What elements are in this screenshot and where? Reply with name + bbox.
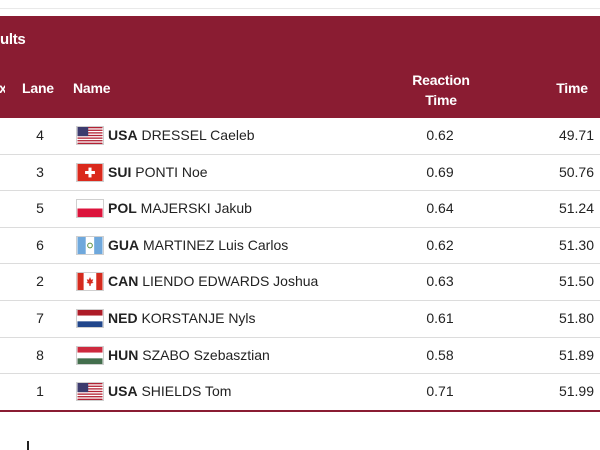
athlete-name[interactable]: CAN LIENDO EDWARDS Joshua <box>108 264 318 299</box>
column-header-reaction-line1: Reaction <box>412 72 470 88</box>
results-table-body: 4 USA DRESSEL Caeleb 0.62 49.71 3 <box>0 118 600 412</box>
athlete-name[interactable]: HUN SZABO Szebasztian <box>108 338 270 373</box>
reaction-time: 0.64 <box>426 200 454 217</box>
column-header-time: Time <box>556 80 588 96</box>
column-header-reaction-line2: Time <box>425 92 457 108</box>
race-time: 51.50 <box>558 273 594 290</box>
race-time: 51.30 <box>558 236 594 253</box>
country-code: HUN <box>108 346 139 363</box>
lane-number: 5 <box>36 200 44 217</box>
race-time: 49.71 <box>558 127 594 143</box>
text-cursor-fragment <box>27 441 29 450</box>
column-header-lane: Lane <box>22 80 54 96</box>
column-header-reaction-time: Reaction Time <box>401 70 481 110</box>
table-row[interactable]: 5 POL MAJERSKI Jakub 0.64 51.24 <box>0 191 600 228</box>
lane-number: 7 <box>36 309 44 326</box>
athlete-full-name: DRESSEL Caeleb <box>141 127 255 143</box>
guatemala-flag-icon <box>76 235 104 255</box>
athlete-full-name: LIENDO EDWARDS Joshua <box>142 273 319 290</box>
country-code: USA <box>108 383 138 400</box>
race-time: 51.99 <box>558 383 594 400</box>
table-row[interactable]: 7 NED KORSTANJE Nyls 0.61 51.80 <box>0 301 600 338</box>
athlete-name[interactable]: NED KORSTANJE Nyls <box>108 301 256 336</box>
athlete-full-name: KORSTANJE Nyls <box>141 309 256 326</box>
table-row[interactable]: 6 GUA MARTINEZ Luis Carlos 0.62 51.30 <box>0 228 600 265</box>
lane-number: 3 <box>36 163 44 180</box>
country-code: SUI <box>108 163 132 180</box>
reaction-time: 0.63 <box>426 273 454 290</box>
lane-number: 4 <box>36 127 44 143</box>
athlete-full-name: MAJERSKI Jakub <box>140 200 252 217</box>
page-top-divider <box>0 0 600 9</box>
reaction-time: 0.69 <box>426 163 454 180</box>
athlete-name[interactable]: SUI PONTI Noe <box>108 155 208 190</box>
lane-number: 6 <box>36 236 44 253</box>
country-code: USA <box>108 127 138 143</box>
usa-flag-icon <box>76 126 104 145</box>
reaction-time: 0.58 <box>426 346 454 363</box>
race-time: 51.80 <box>558 309 594 326</box>
canada-flag-icon <box>76 272 104 292</box>
lane-number: 2 <box>36 273 44 290</box>
reaction-time: 0.61 <box>426 309 454 326</box>
poland-flag-icon <box>76 199 104 219</box>
race-time: 51.24 <box>558 200 594 217</box>
country-code: CAN <box>108 273 139 290</box>
table-row[interactable]: 4 USA DRESSEL Caeleb 0.62 49.71 <box>0 118 600 155</box>
country-code: POL <box>108 200 137 217</box>
lane-number: 8 <box>36 346 44 363</box>
reaction-time: 0.62 <box>426 127 454 143</box>
athlete-name[interactable]: USA SHIELDS Tom <box>108 374 231 409</box>
athlete-name[interactable]: GUA MARTINEZ Luis Carlos <box>108 228 288 263</box>
column-header-name: Name <box>73 80 111 96</box>
reaction-time: 0.62 <box>426 236 454 253</box>
country-code: NED <box>108 309 138 326</box>
hungary-flag-icon <box>76 345 104 365</box>
results-table-header: ults x Lane Name Reaction Time Time <box>0 16 600 118</box>
usa-flag-icon <box>76 382 104 402</box>
reaction-time: 0.71 <box>426 383 454 400</box>
table-row[interactable]: 8 HUN SZABO Szebasztian 0.58 51.89 <box>0 338 600 375</box>
table-row[interactable]: 3 SUI PONTI Noe 0.69 50.76 <box>0 155 600 192</box>
athlete-name[interactable]: USA DRESSEL Caeleb <box>108 118 255 153</box>
section-title: ults <box>0 31 26 48</box>
athlete-full-name: PONTI Noe <box>135 163 208 180</box>
athlete-full-name: MARTINEZ Luis Carlos <box>143 236 289 253</box>
country-code: GUA <box>108 236 140 253</box>
athlete-name[interactable]: POL MAJERSKI Jakub <box>108 191 252 226</box>
athlete-full-name: SZABO Szebasztian <box>142 346 270 363</box>
race-time: 51.89 <box>558 346 594 363</box>
netherlands-flag-icon <box>76 308 104 328</box>
column-header-rank: x <box>0 80 5 96</box>
athlete-full-name: SHIELDS Tom <box>141 383 232 400</box>
table-row[interactable]: 2 CAN LIENDO EDWARDS Joshua 0.63 51.50 <box>0 264 600 301</box>
switzerland-flag-icon <box>76 162 104 182</box>
race-time: 50.76 <box>558 163 594 180</box>
lane-number: 1 <box>36 383 44 400</box>
table-row[interactable]: 1 USA SHIELDS Tom 0.71 51.99 <box>0 374 600 412</box>
